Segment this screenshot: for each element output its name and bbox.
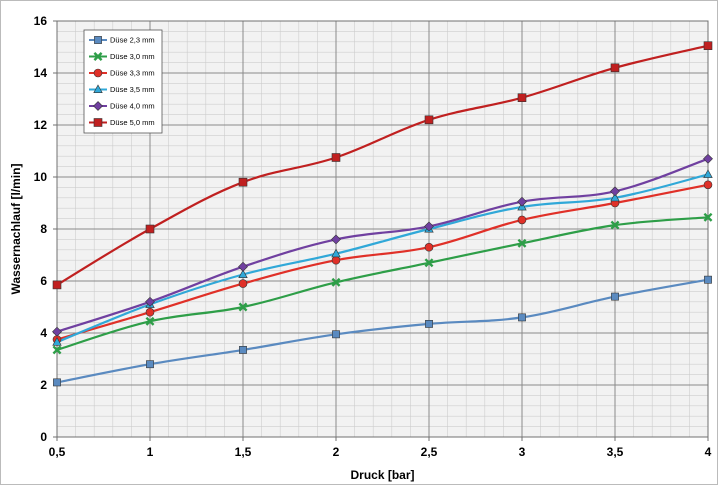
data-point xyxy=(145,296,155,307)
series-line-2 xyxy=(56,216,709,351)
series-line-5 xyxy=(56,157,709,333)
data-point xyxy=(52,280,62,290)
x-tick-label: 1,5 xyxy=(235,445,252,459)
y-tick-label: 14 xyxy=(34,66,48,80)
data-point xyxy=(145,316,155,326)
data-point xyxy=(332,330,340,339)
legend-swatch-marker xyxy=(93,101,103,111)
data-point xyxy=(52,326,62,337)
data-point xyxy=(53,378,61,387)
data-point xyxy=(145,307,155,317)
data-point xyxy=(238,261,248,272)
data-point xyxy=(145,224,155,234)
y-tick-label: 10 xyxy=(34,170,48,184)
data-point xyxy=(517,93,527,102)
data-point xyxy=(703,212,713,222)
legend-label: Düse 3,5 mm xyxy=(110,85,155,94)
y-tick-label: 6 xyxy=(40,274,47,288)
marker-stroke xyxy=(52,345,62,355)
data-point xyxy=(703,153,713,164)
data-point xyxy=(517,238,527,248)
x-tick-label: 0,5 xyxy=(49,445,66,459)
legend-label: Düse 2,3 mm xyxy=(110,36,155,45)
data-point xyxy=(52,345,62,355)
legend-label: Düse 3,0 mm xyxy=(110,52,155,61)
legend-label: Düse 4,0 mm xyxy=(110,102,155,111)
y-axis-title: Wassernachlauf [l/min] xyxy=(9,164,23,295)
data-point xyxy=(611,292,619,301)
legend-label: Düse 3,3 mm xyxy=(110,69,155,78)
marker-stroke xyxy=(517,238,527,248)
data-point xyxy=(518,313,526,322)
y-tick-label: 12 xyxy=(34,118,48,132)
y-tick-label: 0 xyxy=(40,430,47,444)
x-tick-label: 1 xyxy=(147,445,154,459)
data-point xyxy=(331,248,341,258)
data-point xyxy=(238,269,248,279)
series-line-1 xyxy=(56,278,709,384)
y-tick-label: 8 xyxy=(40,222,47,236)
data-point xyxy=(425,319,433,328)
data-point xyxy=(610,63,620,73)
data-point xyxy=(424,221,434,232)
x-tick-label: 4 xyxy=(705,445,712,459)
marker-stroke xyxy=(331,277,341,287)
data-point xyxy=(704,275,712,284)
x-tick-label: 2,5 xyxy=(421,445,438,459)
data-point xyxy=(517,215,527,225)
data-point xyxy=(331,255,341,265)
data-point xyxy=(517,196,527,207)
legend-box xyxy=(83,29,163,134)
marker-stroke xyxy=(238,302,248,312)
data-point xyxy=(610,186,620,197)
marker-stroke xyxy=(145,316,155,326)
marker-stroke xyxy=(424,258,434,268)
data-point xyxy=(331,277,341,287)
y-tick-label: 2 xyxy=(40,378,47,392)
legend: Düse 2,3 mm Düse 3,0 mm Düse 3,3 mm Düse 3,… xyxy=(83,29,163,134)
data-point xyxy=(146,360,154,369)
data-point xyxy=(238,302,248,312)
x-tick-label: 2 xyxy=(333,445,340,459)
data-point xyxy=(239,345,247,354)
marker-stroke xyxy=(610,220,620,230)
data-point xyxy=(703,180,713,190)
legend-swatch-marker xyxy=(93,84,103,93)
data-point xyxy=(331,153,341,162)
series-line-3 xyxy=(56,183,709,341)
data-point xyxy=(238,279,248,288)
data-point xyxy=(52,336,62,346)
legend-swatch-marker xyxy=(93,68,103,78)
data-point xyxy=(703,169,713,178)
y-tick-label: 16 xyxy=(34,14,48,28)
legend-swatch-marker xyxy=(94,36,102,44)
x-tick-label: 3,5 xyxy=(607,445,624,459)
marker-stroke xyxy=(93,52,103,61)
data-point xyxy=(610,192,620,202)
x-tick-label: 3 xyxy=(519,445,526,459)
data-point xyxy=(424,242,434,252)
legend-swatch-marker xyxy=(93,118,103,127)
x-axis-title: Druck [bar] xyxy=(350,468,414,482)
legend-swatch-marker xyxy=(93,52,103,61)
series-line-6 xyxy=(56,44,709,286)
data-point xyxy=(703,41,713,51)
data-point xyxy=(424,258,434,268)
data-point xyxy=(610,220,620,230)
legend-label: Düse 5,0 mm xyxy=(110,118,155,127)
data-point xyxy=(331,234,341,245)
marker-stroke xyxy=(703,212,713,222)
data-point xyxy=(238,177,248,187)
data-point xyxy=(424,115,434,125)
y-tick-label: 4 xyxy=(40,326,47,340)
